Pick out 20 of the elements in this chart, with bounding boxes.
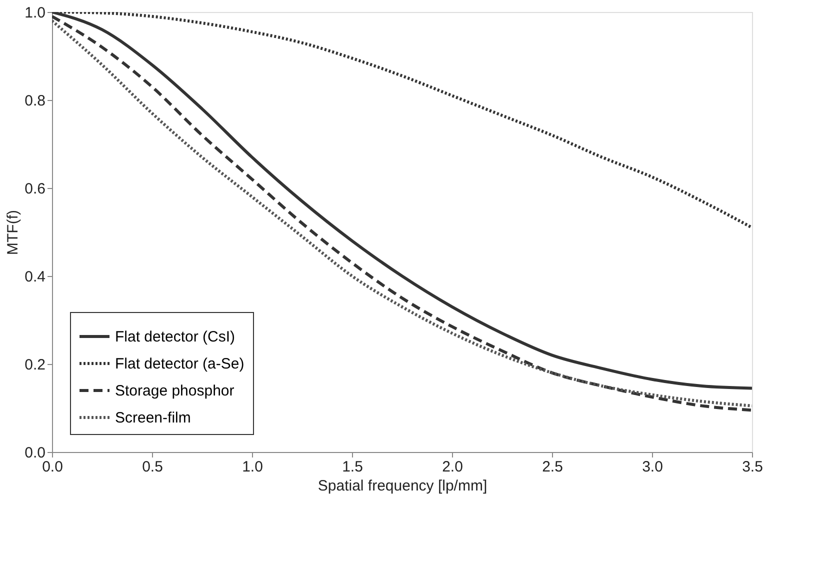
x-tick-label: 3.0 [642, 458, 663, 476]
legend-label: Flat detector (a-Se) [115, 356, 244, 372]
y-tick-label: 0.6 [24, 180, 46, 198]
y-tick-label: 0.2 [24, 356, 46, 374]
legend-label: Flat detector (CsI) [115, 328, 236, 346]
x-tick-label: 2.0 [442, 458, 463, 476]
y-tick-label: 0.4 [24, 268, 46, 286]
x-tick-label: 0.5 [142, 458, 163, 476]
x-axis-title: Spatial frequency [lp/mm] [318, 478, 488, 494]
x-tick-label: 1.5 [342, 458, 363, 476]
x-tick-label: 0.0 [42, 458, 63, 476]
legend-label: Screen-film [115, 410, 191, 426]
y-axis-title: MTF(f) [4, 210, 22, 255]
legend-label: Storage phosphor [115, 382, 234, 400]
x-tick-label: 3.5 [742, 458, 763, 476]
y-tick-label: 0.8 [24, 92, 46, 110]
y-tick-label: 1.0 [24, 4, 46, 22]
x-tick-label: 1.0 [242, 458, 263, 476]
y-tick-label: 0.0 [24, 444, 46, 462]
x-tick-label: 2.5 [542, 458, 563, 476]
